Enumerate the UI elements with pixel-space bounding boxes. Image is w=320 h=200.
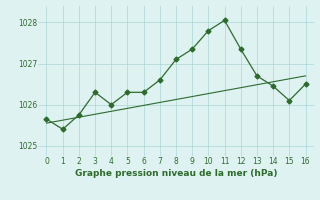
X-axis label: Graphe pression niveau de la mer (hPa): Graphe pression niveau de la mer (hPa): [75, 169, 277, 178]
